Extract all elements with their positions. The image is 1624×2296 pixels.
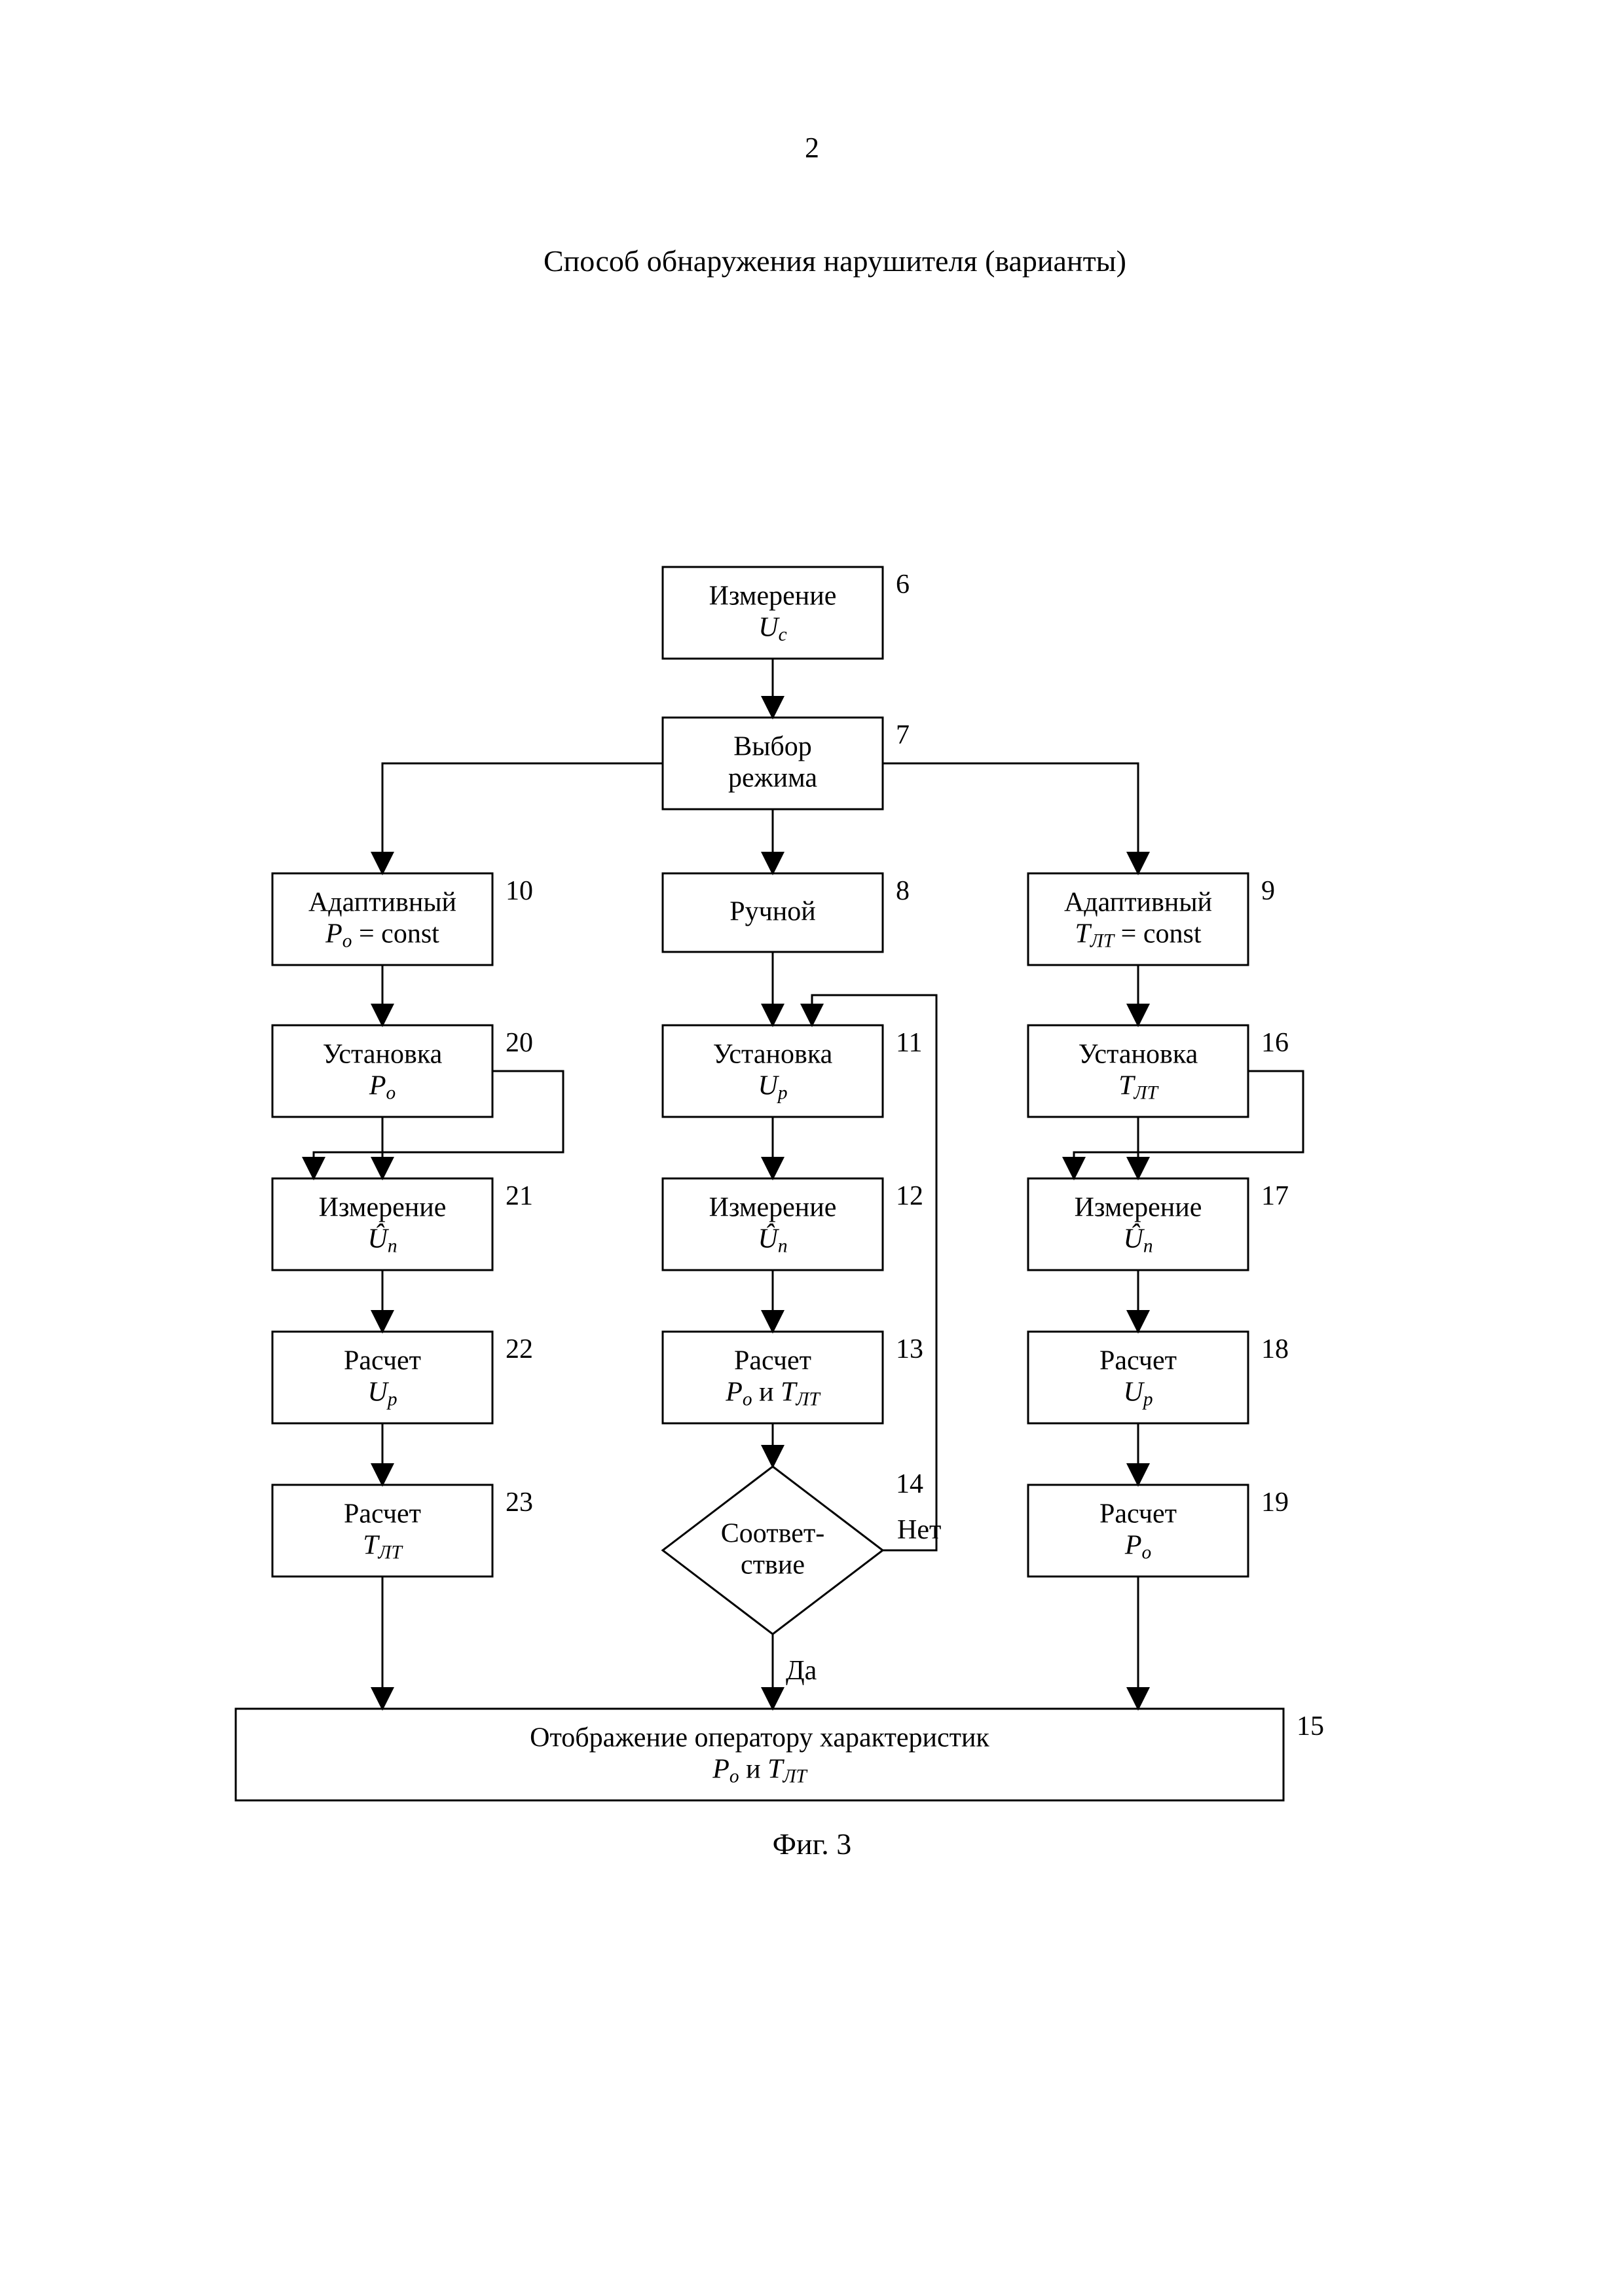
svg-text:Uр: Uр — [367, 1377, 397, 1410]
svg-text:TЛТ: TЛТ — [1118, 1071, 1159, 1104]
flow-node-n11: 11 УстановкаUр — [663, 1025, 922, 1117]
flow-node-n19: 19 РасчетPо — [1028, 1485, 1289, 1576]
page: 2 Способ обнаружения нарушителя (вариант… — [0, 0, 1624, 2296]
flow-node-n7: 7 Выборрежима — [663, 718, 910, 809]
svg-text:ствие: ствие — [741, 1550, 805, 1580]
node-number: 7 — [896, 720, 910, 750]
svg-text:Выбор: Выбор — [733, 731, 812, 761]
flow-edge — [1074, 1071, 1303, 1178]
node-number: 17 — [1261, 1181, 1289, 1211]
node-number: 14 — [896, 1469, 923, 1499]
flow-edge — [883, 763, 1138, 873]
svg-text:Ручной: Ручной — [729, 897, 815, 927]
svg-text:Uр: Uр — [1123, 1377, 1153, 1410]
flow-node-n13: 13 РасчетPо и TЛТ — [663, 1332, 923, 1423]
svg-text:TЛТ: TЛТ — [363, 1531, 403, 1563]
svg-text:Расчет: Расчет — [1099, 1345, 1177, 1376]
node-number: 6 — [896, 570, 910, 600]
flow-node-n6: 6 ИзмерениеUс — [663, 567, 910, 659]
svg-text:Расчет: Расчет — [734, 1345, 811, 1376]
flow-node-n15: 15 Отображение оператору характеристикPо … — [236, 1709, 1324, 1800]
node-number: 22 — [506, 1334, 533, 1364]
svg-text:Установка: Установка — [713, 1039, 833, 1069]
svg-text:Pо = const: Pо = const — [325, 919, 439, 952]
edge-label: Нет — [897, 1515, 941, 1545]
flow-node-n23: 23 РасчетTЛТ — [272, 1485, 533, 1576]
svg-text:Ûn: Ûn — [367, 1224, 397, 1257]
flow-node-n21: 21 ИзмерениеÛn — [272, 1178, 533, 1270]
figure-label: Фиг. 3 — [0, 1827, 1624, 1861]
svg-text:Измерение: Измерение — [319, 1192, 447, 1222]
svg-text:Pо и TЛТ: Pо и TЛТ — [725, 1377, 821, 1410]
svg-text:Установка: Установка — [1079, 1039, 1198, 1069]
svg-text:Измерение: Измерение — [709, 581, 837, 611]
svg-text:Uр: Uр — [758, 1071, 787, 1104]
svg-text:Адаптивный: Адаптивный — [1064, 887, 1212, 917]
flow-node-n8: 8 Ручной — [663, 873, 910, 952]
flow-node-n17: 17 ИзмерениеÛn — [1028, 1178, 1289, 1270]
flow-edge — [812, 995, 936, 1550]
node-number: 12 — [896, 1181, 923, 1211]
edge-label: Да — [786, 1656, 817, 1686]
svg-text:TЛТ = const: TЛТ = const — [1075, 919, 1202, 952]
svg-text:режима: режима — [728, 763, 817, 793]
flow-node-n14: 14 Соответ-ствие — [663, 1467, 923, 1634]
flow-node-n22: 22 РасчетUр — [272, 1332, 533, 1423]
flow-node-n10: 10 АдаптивныйPо = const — [272, 873, 533, 965]
svg-text:Измерение: Измерение — [1075, 1192, 1202, 1222]
node-number: 13 — [896, 1334, 923, 1364]
svg-text:Расчет: Расчет — [344, 1499, 421, 1529]
svg-text:Ûn: Ûn — [1123, 1224, 1153, 1257]
node-number: 15 — [1297, 1711, 1324, 1741]
svg-text:Pо и TЛТ: Pо и TЛТ — [712, 1755, 808, 1787]
svg-text:Установка: Установка — [323, 1039, 443, 1069]
flow-node-n12: 12 ИзмерениеÛn — [663, 1178, 923, 1270]
svg-text:Отображение оператору характер: Отображение оператору характеристик — [530, 1722, 989, 1753]
node-number: 19 — [1261, 1487, 1289, 1518]
svg-text:Pо: Pо — [369, 1071, 396, 1104]
node-number: 10 — [506, 876, 533, 906]
svg-text:Адаптивный: Адаптивный — [308, 887, 456, 917]
svg-text:Pо: Pо — [1124, 1531, 1151, 1563]
node-number: 20 — [506, 1028, 533, 1058]
flow-node-n18: 18 РасчетUр — [1028, 1332, 1289, 1423]
node-number: 11 — [896, 1028, 922, 1058]
node-number: 16 — [1261, 1028, 1289, 1058]
svg-text:Расчет: Расчет — [1099, 1499, 1177, 1529]
svg-text:Ûn: Ûn — [758, 1224, 787, 1257]
flowchart-canvas: ДаНет 6ИзмерениеUс7Выборрежима10Адаптивн… — [0, 0, 1624, 2296]
svg-text:Uс: Uс — [758, 613, 786, 646]
node-number: 9 — [1261, 876, 1275, 906]
svg-text:Измерение: Измерение — [709, 1192, 837, 1222]
flow-node-n9: 9 АдаптивныйTЛТ = const — [1028, 873, 1275, 965]
svg-text:Расчет: Расчет — [344, 1345, 421, 1376]
node-number: 8 — [896, 876, 910, 906]
flow-edge — [382, 763, 663, 873]
node-number: 21 — [506, 1181, 533, 1211]
node-number: 18 — [1261, 1334, 1289, 1364]
node-number: 23 — [506, 1487, 533, 1518]
svg-text:Соответ-: Соответ- — [721, 1518, 824, 1548]
flow-edge — [314, 1071, 563, 1178]
